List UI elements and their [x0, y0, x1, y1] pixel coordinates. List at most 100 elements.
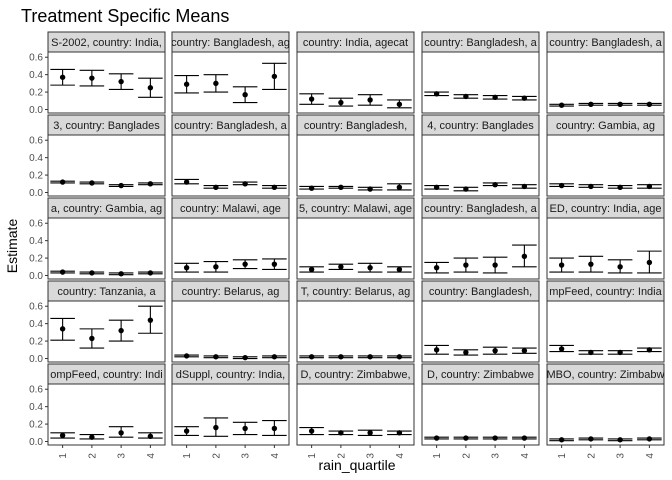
y-tick-label: 0.2: [29, 88, 43, 99]
facet-strip-label: country: Tanzania, a: [57, 286, 156, 298]
facet-panel: a, country: Gambia, ag 0.0 0.2 0.4 0.6: [29, 197, 166, 282]
data-point: [242, 425, 248, 432]
y-tick-label: 0.6: [29, 219, 43, 230]
facet-strip-label: mpFeed, country: India: [549, 286, 662, 298]
panel-border: [171, 300, 290, 363]
facet-panel: MBO, country: Zimbabw 1 2 3 4: [546, 363, 665, 459]
y-tick-label: 0.6: [29, 385, 43, 396]
data-point: [147, 181, 154, 187]
data-point: [396, 266, 403, 273]
data-point: [646, 259, 653, 266]
facet-strip-label: country: Bangladesh, a: [424, 37, 537, 49]
panel-grid: S-2002, country: India, 0.0 0.2 0.4 0.6 count…: [29, 31, 665, 459]
data-point: [521, 95, 528, 101]
data-point: [646, 436, 653, 442]
facet-panel: country: Tanzania, a 0.0 0.2 0.4 0.6: [29, 280, 166, 365]
data-point: [213, 424, 219, 431]
data-point: [588, 436, 594, 442]
facet-panel: dSuppl, country: India, 1 2 3 4: [171, 363, 290, 459]
facet-strip-label: country: Bangladesh,: [304, 120, 407, 132]
panel-border: [47, 383, 166, 446]
y-tick-label: 0.4: [29, 319, 43, 330]
data-point: [213, 354, 219, 360]
data-point: [89, 75, 95, 81]
data-point: [433, 347, 440, 353]
facet-panel: mpFeed, country: India: [546, 280, 665, 363]
facet-panel: country: Bangladesh, a: [421, 197, 540, 280]
panel-border: [421, 383, 540, 446]
y-tick-label: 0.4: [29, 70, 43, 81]
data-point: [433, 91, 440, 97]
x-tick-label: 3: [491, 453, 502, 459]
data-point: [492, 347, 498, 354]
data-point: [89, 270, 95, 276]
panel-border: [546, 300, 665, 363]
x-tick-label: 3: [616, 453, 627, 459]
y-tick-label: 0.2: [29, 420, 43, 431]
data-point: [213, 80, 219, 87]
facet-strip-label: MBO, country: Zimbabw: [547, 369, 665, 381]
facet-strip-label: country: Malawi, age: [180, 203, 281, 215]
data-point: [433, 184, 440, 190]
facet-panel: country: Bangladesh, a: [171, 114, 290, 197]
facet-strip-label: S-2002, country: India,: [51, 37, 162, 49]
y-tick-label: 0.6: [29, 136, 43, 147]
facet-strip-label: a, country: Gambia, ag: [51, 203, 162, 215]
data-point: [147, 270, 154, 276]
data-point: [521, 183, 528, 190]
x-tick-label: 2: [586, 453, 597, 459]
x-tick-label: 2: [87, 453, 98, 459]
data-point: [588, 349, 594, 356]
facet-strip-label: ompFeed, country: Indi: [50, 369, 163, 381]
data-point: [213, 264, 219, 270]
panel-border: [47, 300, 166, 363]
data-point: [338, 99, 344, 106]
data-point: [396, 184, 403, 190]
facet-panel: country: Bangladesh,: [296, 114, 415, 197]
data-point: [463, 349, 469, 356]
data-point: [338, 354, 344, 360]
facet-strip-label: country: India, agecat: [303, 37, 408, 49]
facet-panel: country: Bangladesh,: [421, 280, 540, 363]
data-point: [646, 347, 653, 353]
data-point: [308, 428, 315, 434]
y-tick-label: 0.0: [29, 105, 43, 116]
y-tick-label: 0.2: [29, 337, 43, 348]
y-tick-label: 0.4: [29, 153, 43, 164]
data-point: [242, 261, 248, 267]
data-point: [433, 264, 440, 271]
panel-border: [546, 383, 665, 446]
y-tick-label: 0.0: [29, 437, 43, 448]
x-tick-label: 1: [557, 453, 568, 459]
data-point: [588, 261, 594, 267]
y-tick-label: 0.2: [29, 171, 43, 182]
panel-border: [296, 300, 415, 363]
panel-border: [421, 300, 540, 363]
x-tick-label: 2: [336, 453, 347, 459]
facet-strip-label: ED, country: India, age: [550, 203, 662, 215]
facet-panel: ED, country: India, age: [546, 197, 665, 280]
data-point: [617, 184, 623, 190]
facet-panel: country: Belarus, ag: [171, 280, 290, 363]
y-tick-label: 0.0: [29, 188, 43, 199]
data-point: [242, 92, 248, 98]
panel-border: [546, 134, 665, 197]
panel-border: [546, 217, 665, 280]
data-point: [59, 326, 66, 332]
data-point: [492, 181, 498, 188]
x-tick-label: 3: [366, 453, 377, 459]
data-point: [308, 185, 315, 191]
x-tick-label: 1: [432, 453, 443, 459]
y-tick-label: 0.4: [29, 402, 43, 413]
x-tick-label: 1: [182, 453, 193, 459]
data-point: [59, 179, 66, 185]
x-tick-label: 2: [461, 453, 472, 459]
data-point: [396, 101, 403, 107]
y-tick-label: 0.6: [29, 302, 43, 313]
facet-panel: country: Bangladesh, ag: [171, 31, 290, 114]
panel-border: [296, 51, 415, 114]
facet-strip-label: 3, country: Banglades: [53, 120, 160, 132]
panel-border: [421, 51, 540, 114]
data-point: [617, 264, 623, 270]
